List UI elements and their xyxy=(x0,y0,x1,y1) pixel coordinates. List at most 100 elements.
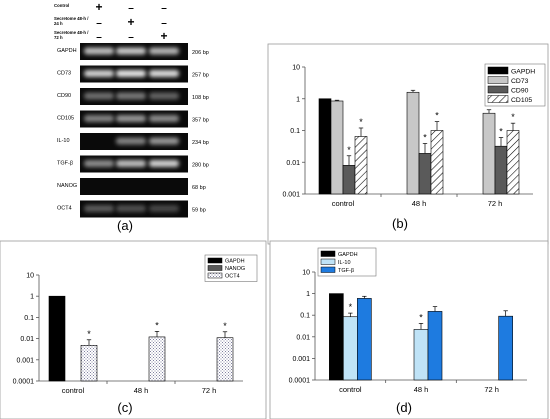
gel-band-size: 206 bp xyxy=(192,50,209,56)
gel-band xyxy=(116,47,146,55)
y-tick-label: 0.0001 xyxy=(289,378,311,385)
gel-band-size: 257 bp xyxy=(192,73,209,79)
gel-band xyxy=(84,205,114,212)
y-tick-label: 0.1 xyxy=(24,315,34,322)
gel-band xyxy=(84,160,114,167)
y-tick-label: 0.01 xyxy=(20,336,34,343)
significance-star: * xyxy=(511,112,515,122)
gel-band xyxy=(84,47,114,55)
bar xyxy=(330,100,344,195)
bar xyxy=(357,298,372,381)
y-tick-label: 10 xyxy=(302,270,310,277)
gel-strip xyxy=(80,178,188,195)
x-tick-label: control xyxy=(339,385,362,394)
gel-condition-mark: – xyxy=(161,18,167,29)
y-tick-label: 0.0001 xyxy=(13,379,35,386)
gel-gene-label: IL-10 xyxy=(57,138,70,144)
gel-band xyxy=(149,137,179,145)
y-tick-label: 10 xyxy=(292,65,300,72)
gel-row: TGF-β 280 bp xyxy=(57,155,209,173)
gel-band xyxy=(116,205,146,212)
gel-band xyxy=(116,115,146,122)
gel-row: CD73 257 bp xyxy=(57,65,209,83)
gel-band-size: 357 bp xyxy=(192,118,209,124)
y-tick-label: 0.01 xyxy=(286,160,300,167)
gel-band xyxy=(116,70,146,77)
gel-gene-label: TGF-β xyxy=(57,161,73,167)
significance-star: * xyxy=(349,302,353,312)
significance-star: * xyxy=(423,132,427,142)
gel-gene-label: GAPDH xyxy=(57,48,77,54)
gel-condition-label: Control xyxy=(54,3,69,8)
significance-star: * xyxy=(419,312,423,322)
gel-band-size: 108 bp xyxy=(192,95,209,101)
legend-swatch xyxy=(320,258,336,265)
y-tick-label: 0.001 xyxy=(282,192,300,199)
bar xyxy=(216,337,234,382)
y-tick-label: 0.01 xyxy=(296,334,310,341)
legend-swatch xyxy=(487,95,509,103)
legend-swatch xyxy=(487,76,509,84)
bar xyxy=(498,315,513,381)
gel-row: OCT4 59 bp xyxy=(57,200,206,218)
bar xyxy=(148,336,166,382)
legend: GAPDH IL-10 TGF-β xyxy=(317,247,377,277)
chart-panel-d: (d) 10 1 0.1 0.01 0.001 0.0001 control 48 h 72 h… xyxy=(269,240,549,419)
x-tick-label: 72 h xyxy=(484,385,499,394)
gel-condition-mark: + xyxy=(127,15,134,29)
legend-swatch xyxy=(320,266,336,273)
bar xyxy=(494,145,508,195)
bar xyxy=(430,130,444,195)
gel-band xyxy=(149,115,179,122)
y-tick-label: 1 xyxy=(296,96,300,103)
gel-band xyxy=(84,70,114,77)
bar xyxy=(329,293,344,381)
significance-star: * xyxy=(347,145,351,155)
bar xyxy=(406,91,420,195)
gel-condition-mark: + xyxy=(95,0,102,14)
gel-row: GAPDH 206 bp xyxy=(57,43,209,60)
legend-swatch xyxy=(207,265,223,271)
gel-gene-label: CD73 xyxy=(57,71,71,77)
gel-band xyxy=(149,47,179,55)
panel-label-b: (b) xyxy=(392,216,408,231)
bar xyxy=(418,153,432,195)
gel-gene-label: OCT4 xyxy=(57,206,72,212)
gel-condition-mark: – xyxy=(96,32,102,43)
significance-star: * xyxy=(435,111,439,121)
x-tick-label: 72 h xyxy=(202,386,217,395)
bar xyxy=(354,136,368,195)
gel-band xyxy=(116,92,146,100)
gel-band xyxy=(84,115,114,122)
y-tick-label: 0.1 xyxy=(300,313,310,320)
significance-star: * xyxy=(223,321,227,331)
panel-label-d: (d) xyxy=(396,400,412,415)
x-tick-label: 72 h xyxy=(488,199,503,208)
bar xyxy=(80,345,98,382)
significance-star: * xyxy=(499,127,503,137)
gel-band xyxy=(149,70,179,77)
panel-label-c: (c) xyxy=(117,400,132,415)
y-tick-label: 0.1 xyxy=(290,128,300,135)
gel-band-size: 234 bp xyxy=(192,140,209,146)
gel-condition-mark: – xyxy=(128,32,134,43)
legend-label: GAPDH xyxy=(225,259,245,265)
legend-label: CD73 xyxy=(511,78,529,85)
legend-label: TGF-β xyxy=(338,268,354,274)
x-tick-label: control xyxy=(332,199,355,208)
chart-panel-b: (b) 10 1 0.1 0.01 0.001 control 48 h 72 h * * * * * *… xyxy=(267,43,549,245)
significance-star: * xyxy=(87,329,91,339)
gel-band-size: 280 bp xyxy=(192,163,209,169)
gel-gene-label: CD105 xyxy=(57,116,74,122)
legend-label: CD90 xyxy=(511,88,529,95)
legend-swatch xyxy=(320,250,336,257)
legend-label: IL-10 xyxy=(338,260,351,266)
gel-band xyxy=(149,92,179,100)
y-tick-label: 1 xyxy=(30,294,34,301)
gel-band xyxy=(149,205,179,212)
y-tick-label: 10 xyxy=(26,273,34,280)
gel-condition-mark: – xyxy=(128,3,134,14)
gel-row: IL-10 234 bp xyxy=(57,133,209,150)
